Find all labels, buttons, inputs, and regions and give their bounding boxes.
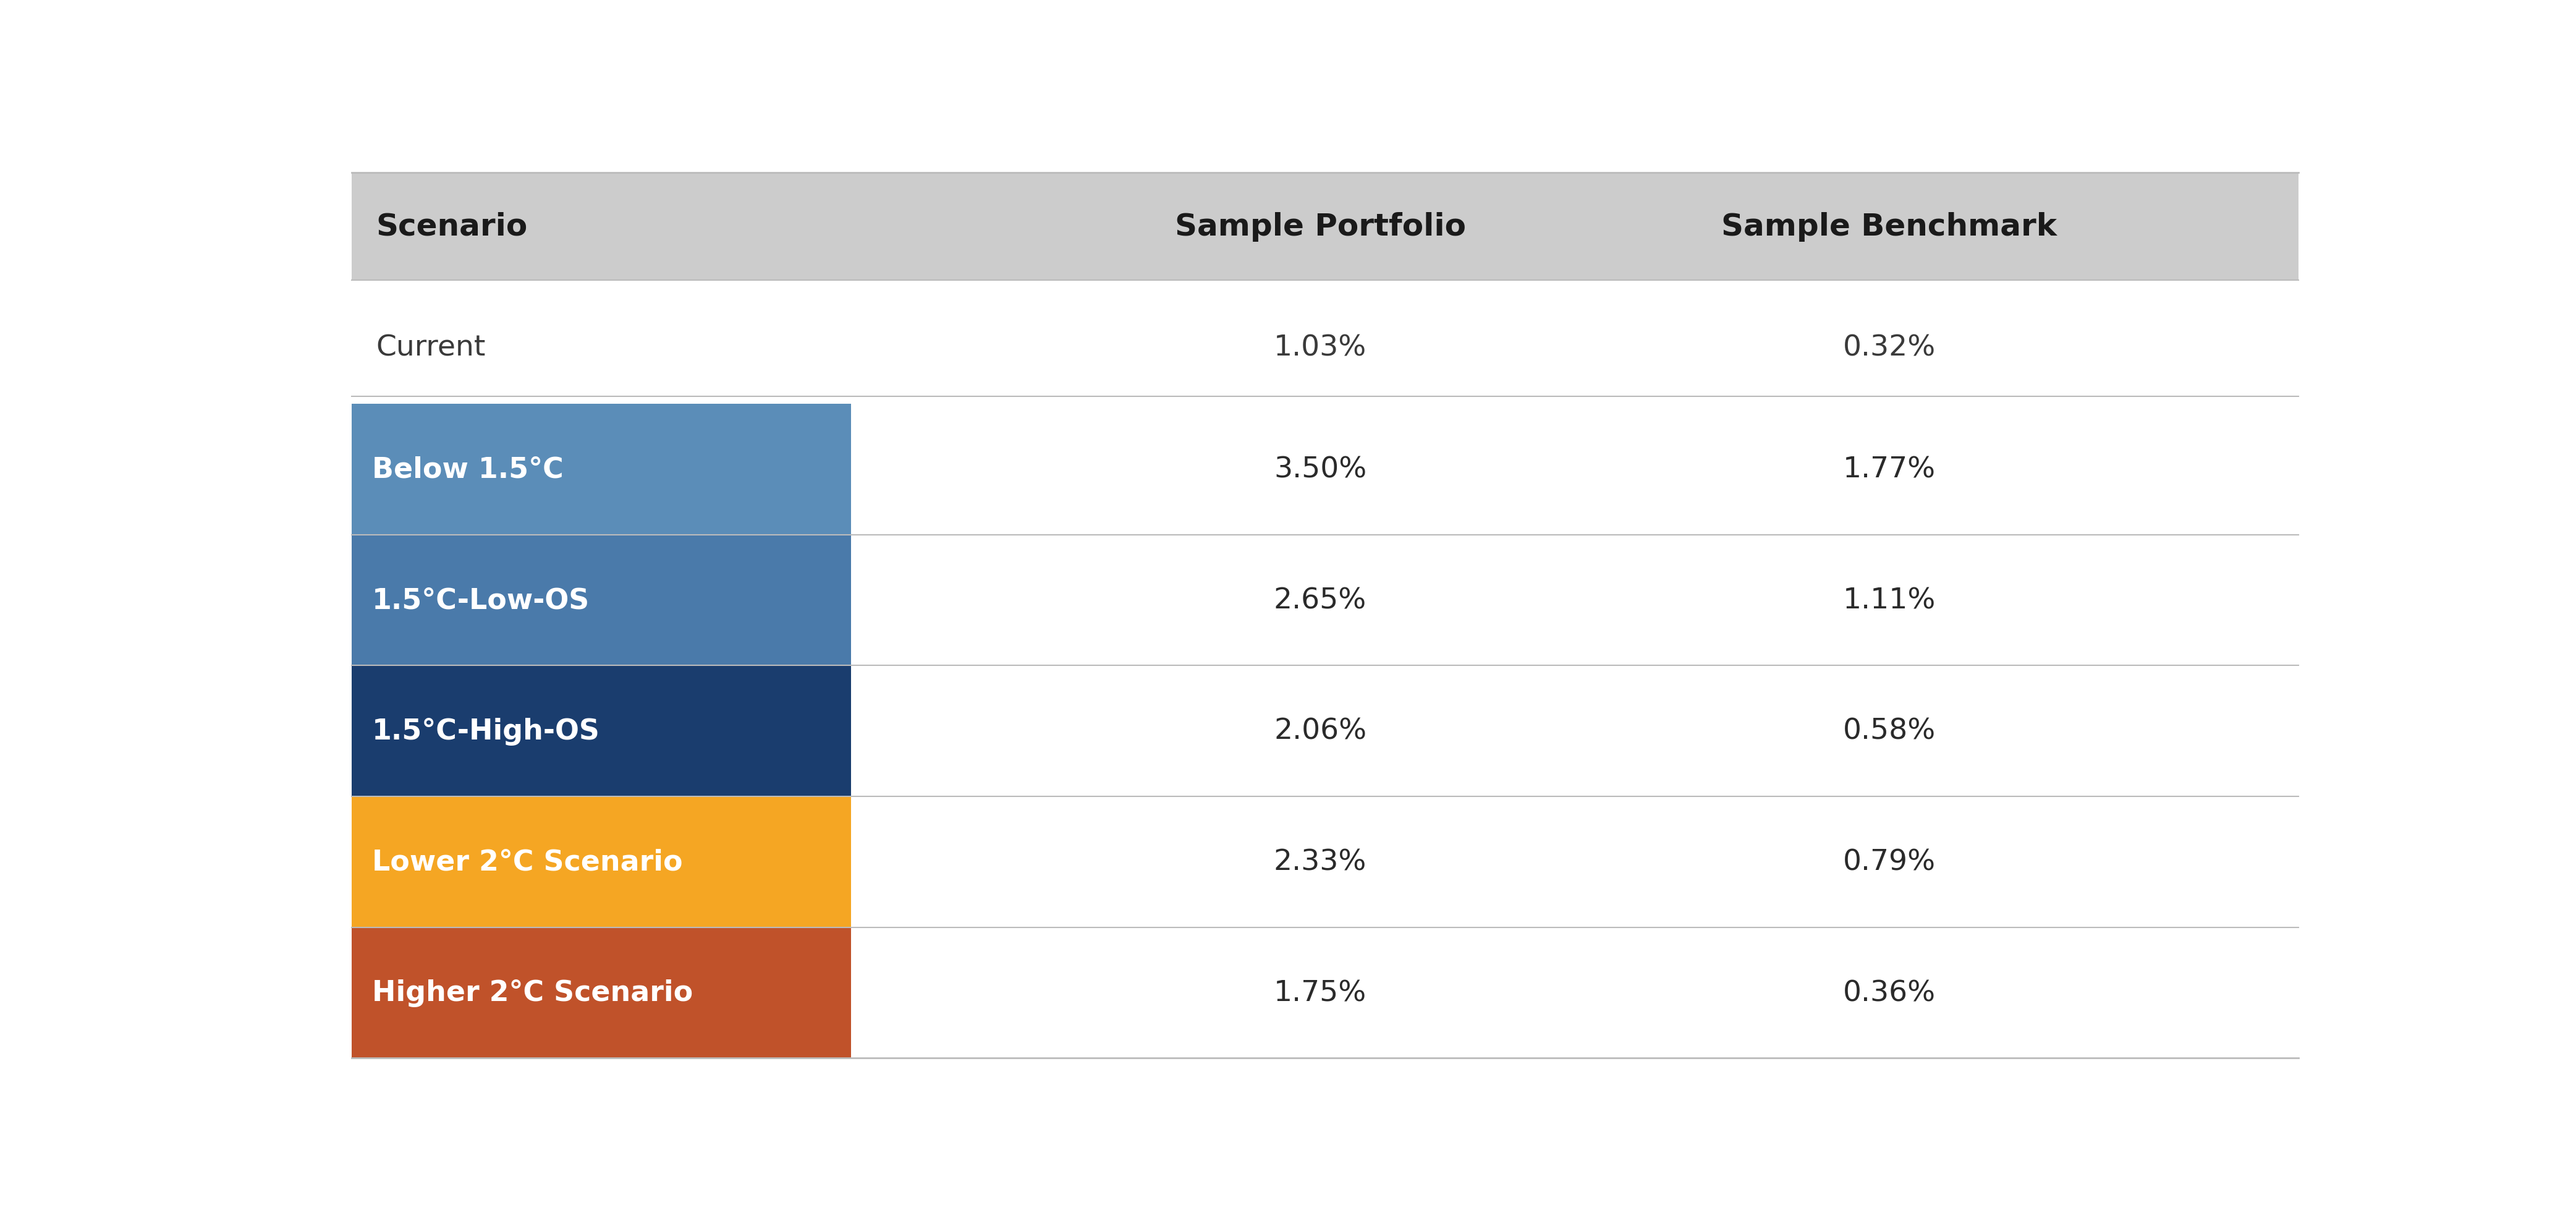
Text: 0.58%: 0.58% [1842, 718, 1935, 745]
Bar [850, 927, 2298, 1059]
Text: Scenario: Scenario [376, 212, 528, 242]
Bar [353, 299, 2298, 397]
Bar [353, 535, 850, 666]
Text: Below 1.5°C: Below 1.5°C [371, 456, 564, 484]
Text: 3.50%: 3.50% [1273, 456, 1368, 484]
Bar [353, 796, 850, 927]
Text: 1.77%: 1.77% [1842, 456, 1935, 484]
Text: Sample Portfolio: Sample Portfolio [1175, 212, 1466, 242]
Bar [850, 796, 2298, 927]
Bar [353, 404, 850, 535]
Bar [850, 666, 2298, 796]
Bar [850, 404, 2298, 535]
Text: 0.79%: 0.79% [1842, 848, 1935, 876]
Text: 0.32%: 0.32% [1842, 334, 1935, 362]
Bar [353, 666, 850, 796]
Text: 2.33%: 2.33% [1273, 848, 1368, 876]
Text: 1.11%: 1.11% [1842, 587, 1935, 615]
Bar [850, 535, 2298, 666]
Text: 2.06%: 2.06% [1273, 718, 1368, 745]
Text: 1.03%: 1.03% [1273, 334, 1368, 362]
Text: Lower 2°C Scenario: Lower 2°C Scenario [371, 848, 683, 876]
Text: 1.5°C-High-OS: 1.5°C-High-OS [371, 718, 600, 745]
Bar [353, 927, 850, 1059]
Text: Sample Benchmark: Sample Benchmark [1721, 212, 2058, 242]
Text: 0.36%: 0.36% [1842, 979, 1935, 1007]
Text: 1.5°C-Low-OS: 1.5°C-Low-OS [371, 587, 590, 615]
Bar [353, 173, 2298, 281]
Text: Higher 2°C Scenario: Higher 2°C Scenario [371, 979, 693, 1007]
Text: 2.65%: 2.65% [1273, 587, 1368, 615]
Text: Current: Current [376, 334, 484, 362]
Text: 1.75%: 1.75% [1273, 979, 1368, 1007]
